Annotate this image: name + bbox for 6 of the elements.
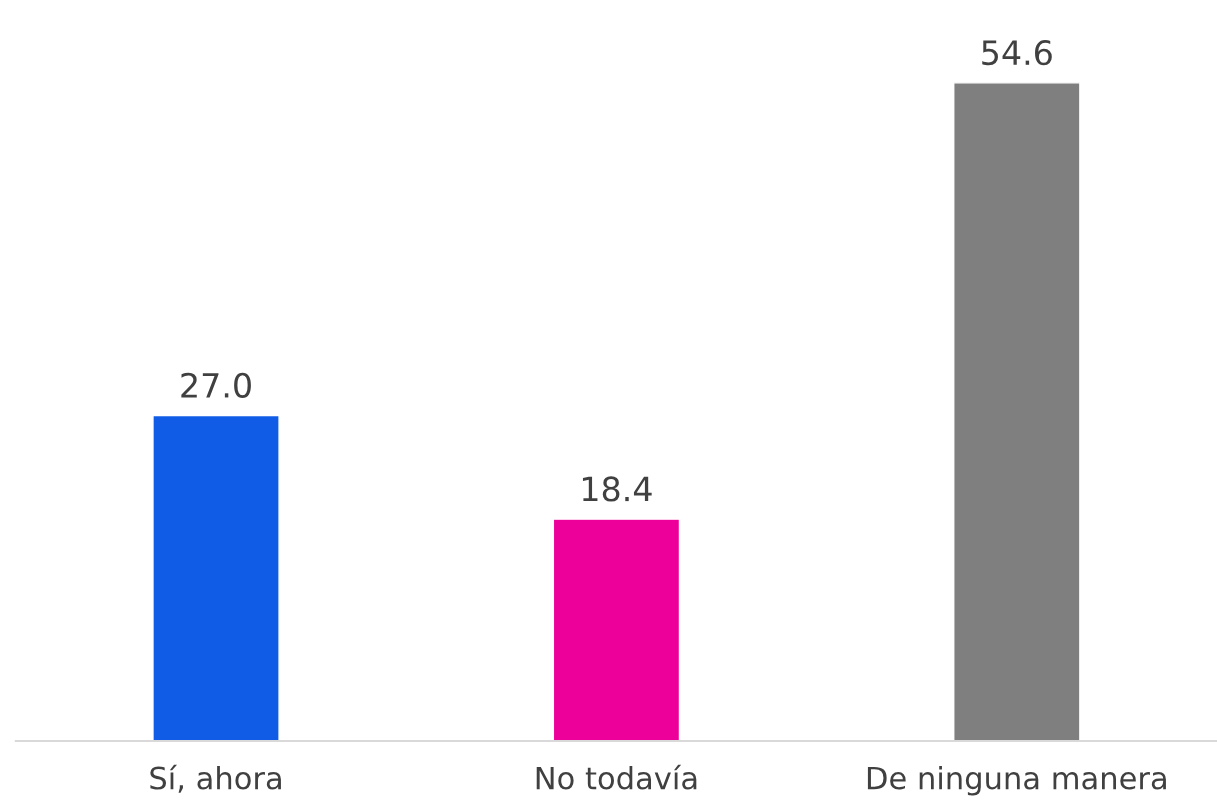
- x-tick-label: De ninguna manera: [867, 765, 1166, 796]
- data-label: 27.0: [181, 372, 251, 398]
- x-tick-label: No todavía: [536, 764, 697, 790]
- x-tick-label: Sí, ahora: [150, 764, 281, 793]
- data-label: 54.6: [982, 40, 1052, 66]
- data-label: 18.4: [582, 476, 652, 502]
